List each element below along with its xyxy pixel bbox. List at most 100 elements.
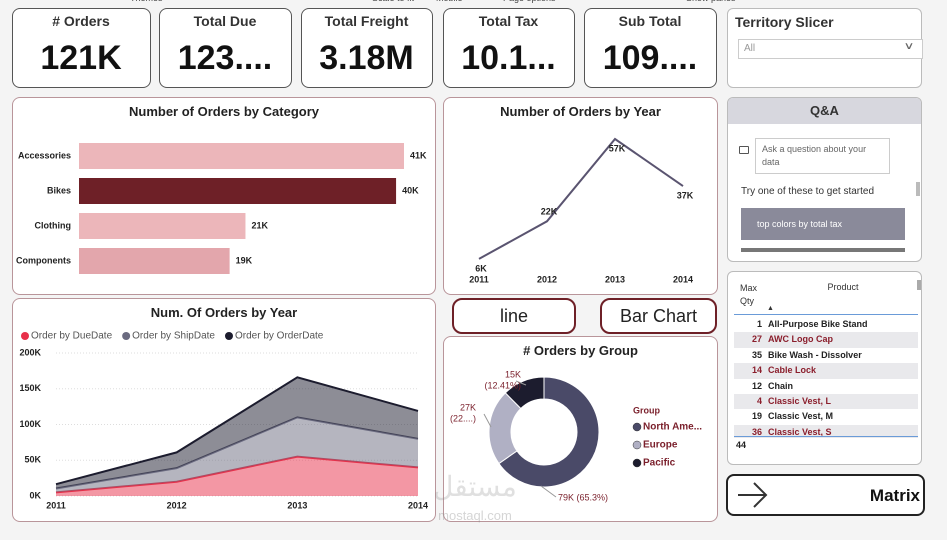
qa-panel: Q&A Ask a question about your data Try one… — [727, 97, 922, 262]
matrix-label: Matrix — [869, 486, 920, 505]
table-row: 27 AWC Logo Cap — [734, 332, 918, 348]
slicer: Territory Slicer All ∨ — [727, 8, 923, 88]
legend-label: Order by DueDate — [31, 331, 113, 342]
watermark: مستقل — [433, 471, 517, 502]
table-row: 12 Chain — [734, 378, 918, 394]
kpi-value: 123.... — [177, 39, 273, 77]
table-row: 4 Classic Vest, L — [734, 394, 918, 410]
cell-qty: 4 — [756, 396, 762, 406]
legend-label: Order by ShipDate — [132, 331, 215, 342]
slicer-dropdown[interactable]: All ∨ — [738, 39, 923, 59]
chart-title: Number of Orders by Category — [129, 104, 319, 119]
legend-label: North Ame... — [643, 422, 702, 433]
ribbon-label: Show panes — [686, 0, 766, 5]
cell-qty: 19 — [751, 411, 762, 422]
qa-title: Q&A — [728, 98, 921, 124]
arrow — [738, 482, 768, 508]
data-label: 79K (65.3%) — [558, 492, 608, 502]
bar — [79, 143, 404, 169]
table-header: Product — [827, 282, 859, 292]
kpi-value: 121K — [40, 39, 122, 77]
cell-product: AWC Logo Cap — [768, 334, 833, 345]
area — [56, 456, 418, 496]
cell-qty: 36 — [751, 426, 762, 437]
data-label: 22K — [541, 207, 558, 217]
chart-title: Num. Of Orders by Year — [150, 305, 298, 320]
donut-slice — [504, 376, 545, 410]
table-row: 35 Bike Wash - Dissolver — [734, 347, 918, 364]
leader-line — [540, 485, 557, 498]
cell-product: Cable Lock — [768, 365, 817, 376]
kpi-label: Sub Total — [618, 13, 682, 29]
data-label: 37K — [677, 190, 694, 200]
cell-qty: 1 — [756, 319, 762, 329]
kpi-label: # Orders — [52, 13, 110, 29]
cell-product: Bike Wash - Dissolver — [768, 349, 862, 360]
table-scrollbar — [917, 280, 921, 290]
x-tick-label: 2012 — [167, 500, 187, 510]
dropdown-chevron: ∨ — [903, 41, 915, 52]
qa-suggestion[interactable]: top colors by total tax — [741, 208, 905, 240]
x-tick-label: 2012 — [537, 274, 557, 284]
x-tick-label: 2013 — [287, 500, 307, 510]
qa-chat-icon — [739, 146, 749, 154]
chart-title: Number of Orders by Year — [500, 104, 661, 119]
kpi-value: 10.1... — [461, 39, 556, 77]
chart-panel: 0K 50K 100K 150K 200K Order by DueDate Order b… — [12, 298, 436, 522]
table-header: Max Qty — [740, 283, 758, 306]
slicer-title: Territory Slicer — [735, 14, 834, 30]
kpi-label: Total Due — [193, 13, 257, 29]
legend-marker — [21, 332, 29, 340]
data-label: (22....) — [450, 413, 476, 423]
sort-arrow: ▲ — [767, 305, 774, 312]
x-tick-label: 2011 — [46, 500, 66, 510]
data-label: 6K — [475, 263, 487, 273]
data-label: 40K — [402, 185, 419, 195]
ribbon-label: Scale to fit — [372, 0, 452, 5]
legend-marker — [122, 332, 131, 340]
kpi-card: Total Tax 10.1... — [443, 8, 575, 88]
kpi-card: Sub Total 109.... — [584, 8, 717, 88]
y-tick-label: 100K — [19, 419, 41, 429]
legend-marker — [632, 440, 642, 450]
data-label: 15K — [505, 369, 521, 379]
bar — [79, 213, 246, 239]
header-rule — [734, 314, 918, 315]
matrix-button[interactable]: Matrix — [726, 474, 925, 516]
y-tick-label: Clothing — [35, 220, 72, 230]
cell-qty: 35 — [751, 349, 762, 360]
legend-label: Pacific — [643, 458, 676, 469]
arrow-icon — [738, 482, 768, 508]
cell-product: Classic Vest, L — [768, 396, 832, 406]
cell-qty: 12 — [751, 380, 762, 391]
table-row: 19 Classic Vest, M — [734, 409, 918, 425]
kpi-card: # Orders 121K — [12, 8, 151, 88]
y-tick-label: Bikes — [47, 185, 71, 195]
ribbon-label: Themes — [130, 0, 210, 5]
chart: 79K (65.3%) 27K(22....) 15K(12.41%) Group No… — [450, 369, 702, 502]
x-tick-label: 2014 — [673, 274, 693, 284]
qa-prompt: Try one of these to get started — [741, 186, 875, 197]
chart-panel: Accessories 41K Bikes 40K Clothing 21K Compone… — [12, 97, 436, 295]
data-label: 57K — [609, 143, 626, 153]
legend-marker — [632, 458, 642, 468]
qa-input[interactable]: Ask a question about your data — [755, 138, 890, 174]
cell-product: Classic Vest, M — [768, 411, 834, 422]
ribbon-label: Page options — [503, 0, 583, 5]
nav-button[interactable]: line — [452, 298, 576, 334]
kpi-label: Total Freight — [324, 13, 409, 29]
data-label: (12.41%) — [484, 380, 521, 390]
cell-product: All-Purpose Bike Stand — [768, 319, 868, 329]
x-tick-label: 2014 — [408, 500, 428, 510]
table-total: 44 — [734, 438, 918, 464]
qa-scrollbar — [916, 182, 920, 196]
kpi-card: Total Freight 3.18M — [301, 8, 433, 88]
nav-button[interactable]: Bar Chart — [600, 298, 717, 334]
cell-product: Chain — [768, 380, 794, 391]
leader-line — [483, 413, 492, 428]
legend-label: Europe — [643, 440, 678, 451]
kpi-value: 109.... — [602, 39, 698, 77]
slicer-value: All — [744, 43, 756, 54]
